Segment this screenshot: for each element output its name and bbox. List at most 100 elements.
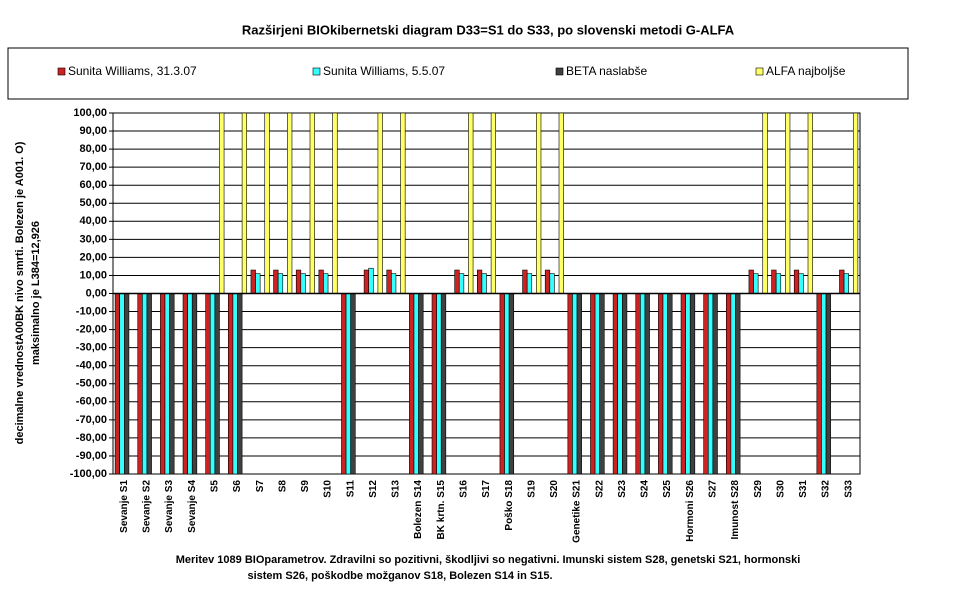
bar xyxy=(725,293,732,475)
bar xyxy=(793,269,800,294)
legend-label: Sunita Williams, 5.5.07 xyxy=(323,64,445,78)
y-tick-label: 20,00 xyxy=(79,251,107,263)
x-tick-label: S29 xyxy=(753,480,764,498)
bar xyxy=(508,293,515,475)
bar xyxy=(237,293,243,475)
bar xyxy=(640,293,646,475)
bar xyxy=(209,293,216,475)
bar xyxy=(635,293,641,475)
bar xyxy=(843,273,849,294)
bar xyxy=(250,269,256,294)
bar xyxy=(241,112,248,294)
legend-swatch xyxy=(312,67,321,76)
x-tick-label: S16 xyxy=(459,480,470,498)
y-axis-label: decimalne vrednostA00BK nivo smrti. Bole… xyxy=(14,141,26,444)
bar xyxy=(182,293,188,475)
y-tick-label: -70,00 xyxy=(76,414,107,426)
bar xyxy=(771,269,777,294)
x-tick-label: S33 xyxy=(843,480,854,498)
bar xyxy=(617,293,623,475)
bar xyxy=(590,293,596,475)
bar xyxy=(368,267,374,294)
bar xyxy=(762,112,768,294)
y-tick-label: 80,00 xyxy=(79,143,107,155)
bar xyxy=(228,293,234,475)
y-tick-label: 30,00 xyxy=(79,233,107,245)
bar xyxy=(273,269,279,294)
bar xyxy=(522,269,528,294)
y-tick-label: -40,00 xyxy=(76,360,107,372)
bar xyxy=(137,293,143,475)
bar xyxy=(667,293,673,475)
bar xyxy=(748,269,754,294)
bar xyxy=(169,293,175,475)
bar xyxy=(730,293,736,475)
caption: Meritev 1089 BIOparametrov. Zdravilni so… xyxy=(176,554,801,566)
legend-label: Sunita Williams, 31.3.07 xyxy=(68,64,197,78)
bar xyxy=(852,112,859,294)
bar xyxy=(431,293,437,475)
bar xyxy=(363,269,370,294)
x-tick-label: S7 xyxy=(255,480,266,493)
bar xyxy=(481,273,487,294)
bar xyxy=(440,293,447,475)
bar xyxy=(309,112,315,294)
bar xyxy=(658,293,664,475)
bar xyxy=(264,112,270,294)
x-tick-label: Sevanje S3 xyxy=(164,480,175,533)
bar xyxy=(735,293,741,475)
bar xyxy=(214,293,220,475)
x-tick-label: S20 xyxy=(549,480,560,498)
y-tick-label: 50,00 xyxy=(79,197,107,209)
y-tick-label: -60,00 xyxy=(76,396,107,408)
bar xyxy=(350,293,356,475)
bar xyxy=(504,293,510,475)
bar xyxy=(191,293,198,475)
bar xyxy=(825,293,831,475)
x-tick-label: Sevanje S4 xyxy=(187,480,198,533)
bar xyxy=(413,293,419,475)
x-tick-label: S17 xyxy=(481,480,492,498)
bar xyxy=(499,293,505,475)
bar xyxy=(490,112,497,294)
bar xyxy=(476,269,483,294)
x-tick-label: Bolezen S14 xyxy=(413,480,424,539)
bar xyxy=(458,273,465,294)
bar xyxy=(219,112,225,294)
legend-swatch xyxy=(555,67,564,76)
x-tick-label: S30 xyxy=(775,480,786,498)
x-tick-label: S6 xyxy=(232,480,243,493)
bar xyxy=(318,269,324,294)
bar xyxy=(400,112,406,294)
bar xyxy=(205,293,211,475)
bar xyxy=(164,293,170,475)
bar xyxy=(255,273,261,294)
x-tick-label: S31 xyxy=(798,480,809,498)
y-axis-label: maksimalno je L384=12,926 xyxy=(30,221,42,365)
x-tick-label: S27 xyxy=(708,480,719,498)
bar xyxy=(409,293,415,475)
bar xyxy=(377,112,383,294)
y-tick-label: -80,00 xyxy=(76,432,107,444)
bar xyxy=(753,273,759,294)
bar xyxy=(323,273,329,294)
bar xyxy=(821,293,827,475)
bar xyxy=(680,293,686,475)
bar xyxy=(549,273,555,294)
x-tick-label: S22 xyxy=(594,480,605,498)
bar xyxy=(187,293,193,475)
bar xyxy=(468,112,474,294)
x-tick-label: Poško S18 xyxy=(504,480,515,531)
bar xyxy=(436,293,442,475)
y-tick-label: 60,00 xyxy=(79,179,107,191)
y-tick-label: -30,00 xyxy=(76,342,107,354)
y-tick-label: 90,00 xyxy=(79,125,107,137)
bar xyxy=(124,293,130,475)
caption: sistem S26, poškodbe možganov S18, Bolez… xyxy=(247,570,552,582)
bar xyxy=(160,293,166,475)
bar xyxy=(685,293,691,475)
bar xyxy=(345,293,351,475)
bar xyxy=(622,293,628,475)
y-tick-label: 10,00 xyxy=(79,269,107,281)
